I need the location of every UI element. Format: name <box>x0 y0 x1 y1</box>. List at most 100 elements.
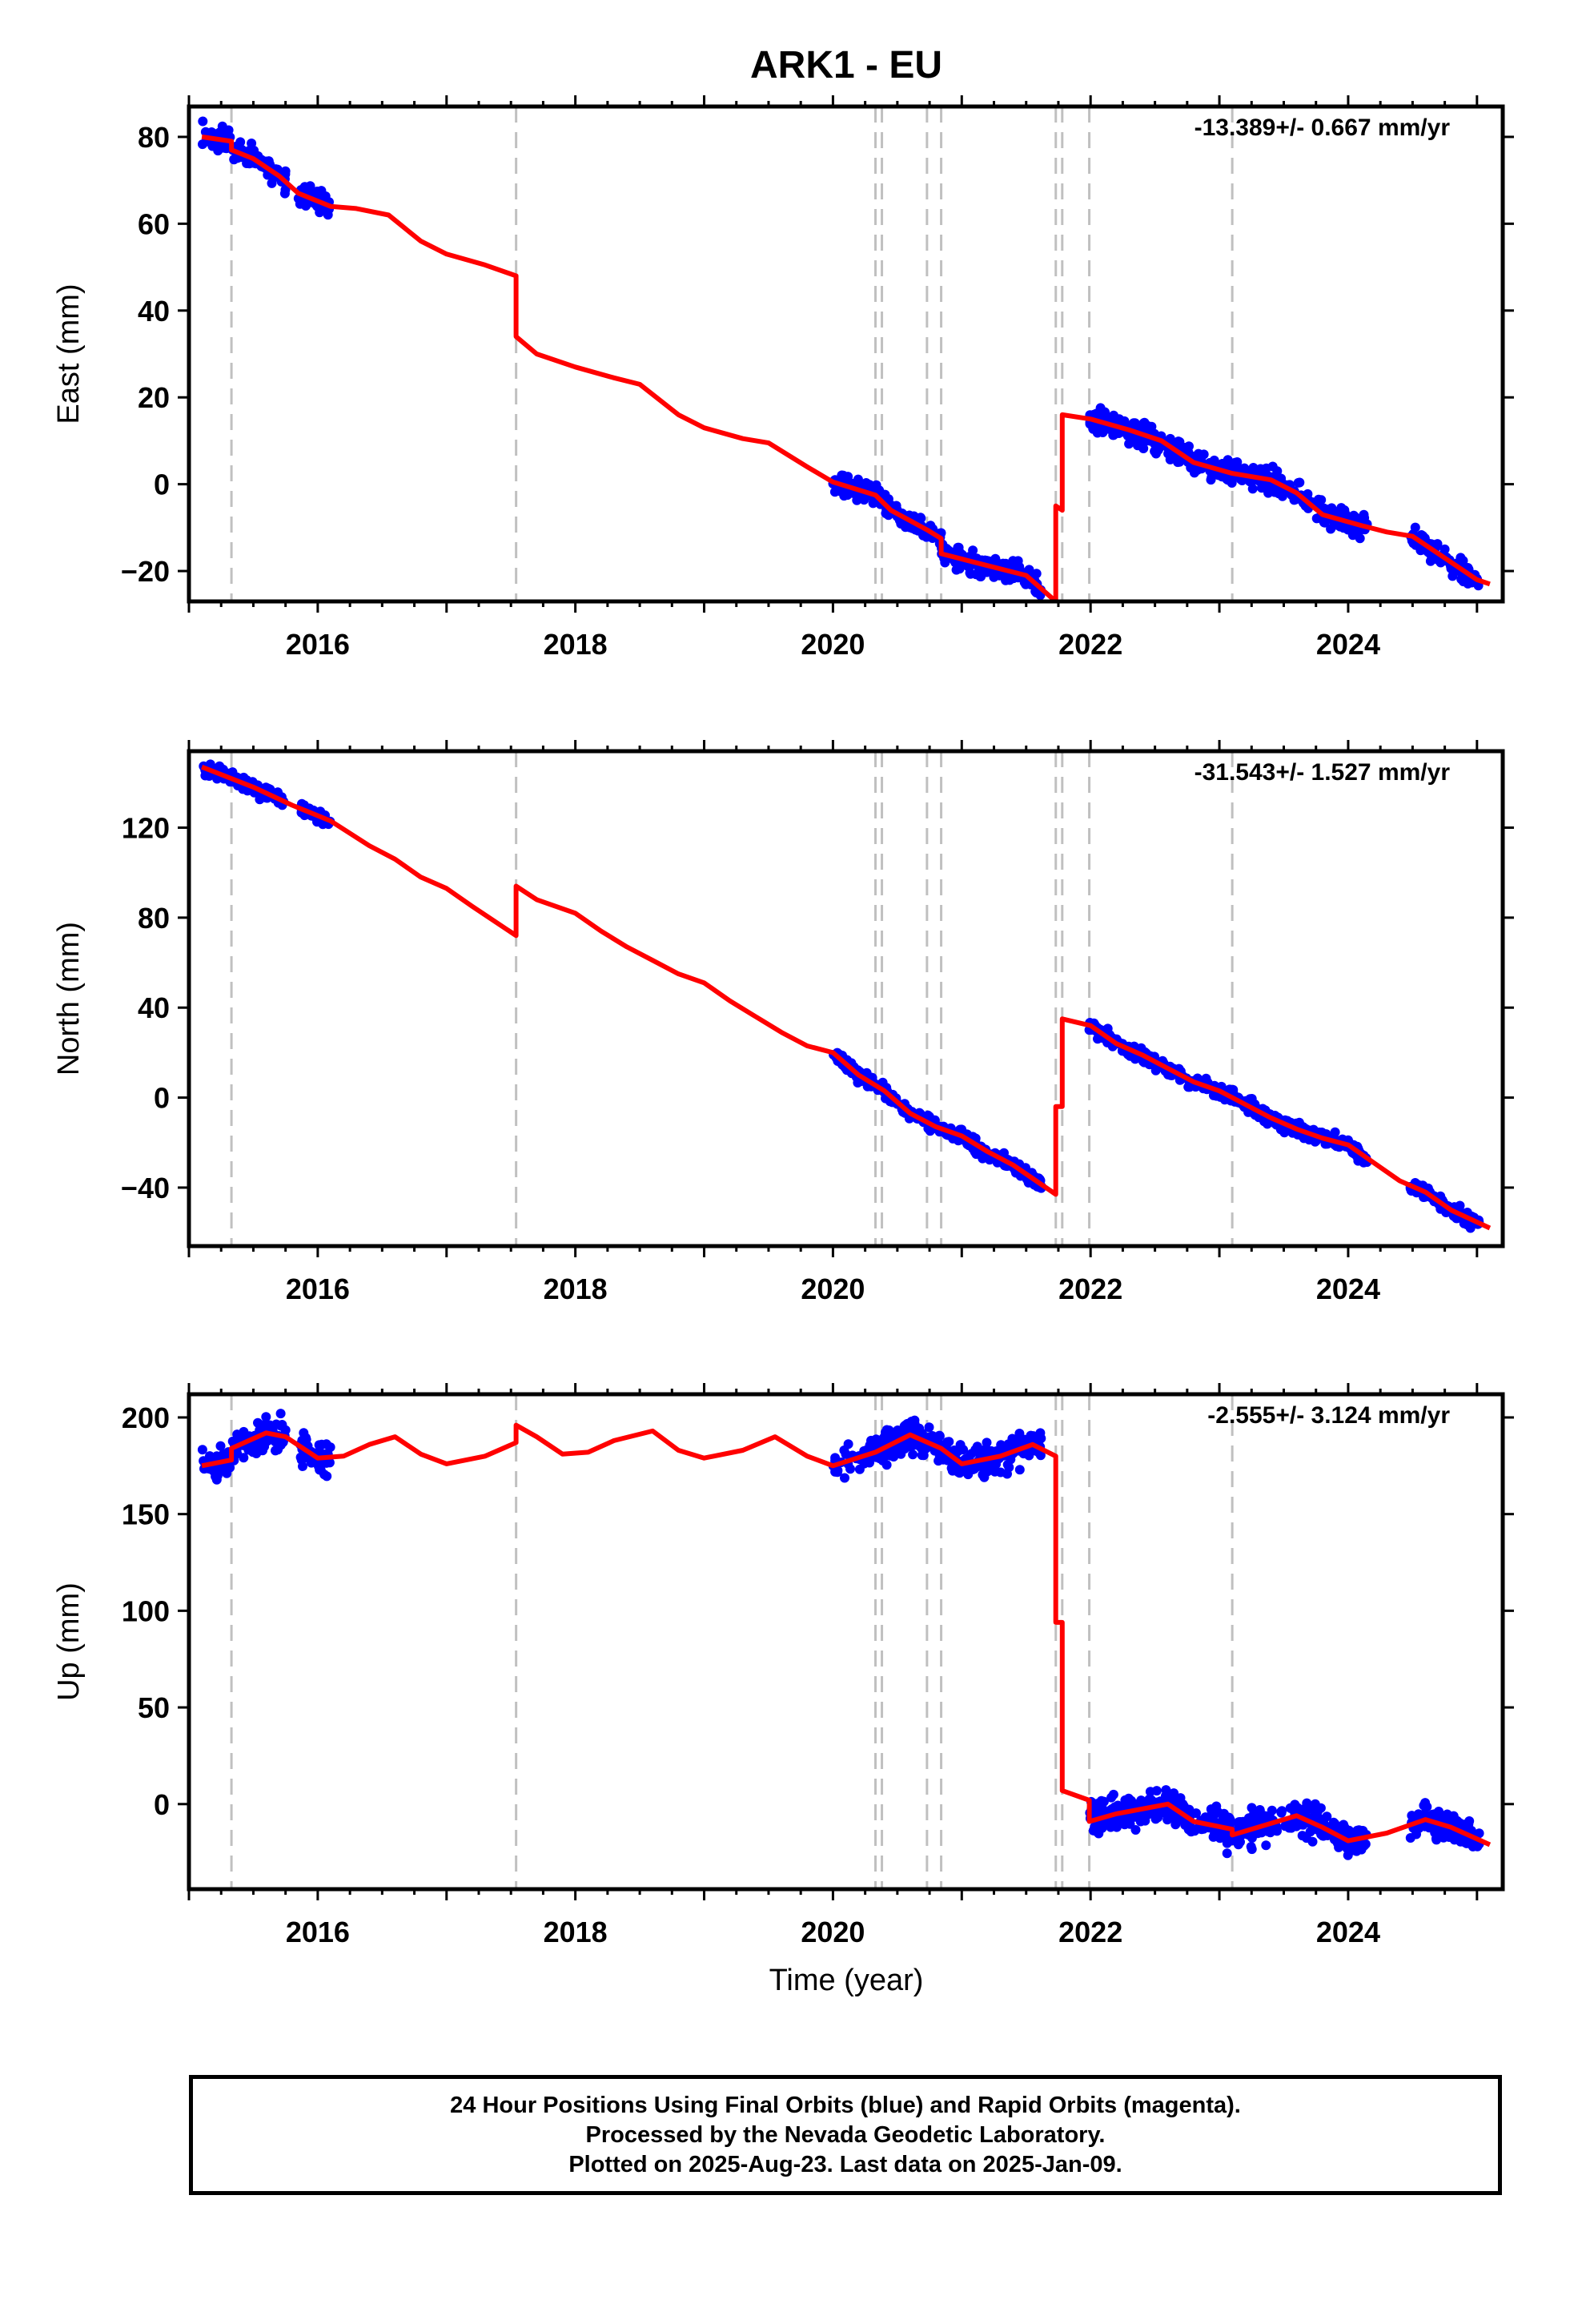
data-point <box>1014 1465 1025 1475</box>
data-point <box>965 568 975 578</box>
data-point <box>298 1462 307 1471</box>
data-point <box>947 1466 958 1476</box>
data-point <box>1000 1443 1010 1454</box>
data-point <box>1001 558 1011 569</box>
data-point <box>990 553 1001 564</box>
data-point <box>857 493 867 504</box>
east-plot-area <box>198 107 1491 601</box>
y-tick-label: −20 <box>121 555 170 588</box>
data-point <box>970 1445 981 1455</box>
data-point <box>964 1452 974 1462</box>
data-point <box>1410 522 1420 533</box>
data-point <box>1120 1795 1130 1805</box>
data-point <box>830 1453 841 1463</box>
data-point <box>1226 1815 1235 1826</box>
data-point <box>1419 1800 1429 1811</box>
y-tick-label: −40 <box>121 1172 170 1204</box>
data-point <box>982 1437 992 1448</box>
data-point <box>1315 1803 1326 1813</box>
data-point <box>871 480 881 490</box>
data-point <box>1222 1848 1232 1859</box>
data-point <box>1023 1177 1034 1188</box>
up-model-line <box>201 1422 1492 1848</box>
data-point <box>314 1461 324 1471</box>
data-point <box>1297 1831 1307 1841</box>
data-point <box>908 1449 918 1460</box>
data-point <box>1092 424 1102 435</box>
data-point <box>979 1472 990 1482</box>
data-point <box>1407 1811 1417 1821</box>
data-point <box>944 1437 954 1447</box>
data-point <box>1332 1838 1343 1848</box>
data-point <box>924 1422 934 1433</box>
y-tick-label: 150 <box>122 1498 170 1531</box>
data-point <box>1030 586 1041 597</box>
data-point <box>1474 1828 1484 1839</box>
chart-title: ARK1 - EU <box>750 44 942 86</box>
data-point <box>1432 539 1443 549</box>
east-data-points <box>198 116 1484 601</box>
north-frame <box>187 749 1505 1248</box>
x-tick-label: 2020 <box>801 1273 865 1305</box>
data-point <box>1314 1813 1324 1823</box>
data-point <box>865 1440 875 1450</box>
data-point <box>253 1417 263 1428</box>
data-point <box>923 1110 934 1120</box>
data-point <box>1238 1816 1248 1827</box>
data-point <box>1145 1787 1155 1797</box>
data-point <box>1247 1815 1257 1825</box>
up-frame <box>187 1392 1505 1892</box>
data-point <box>1351 526 1361 537</box>
data-point <box>1289 495 1299 505</box>
data-point <box>1130 1825 1141 1835</box>
data-point <box>1201 1073 1211 1084</box>
data-point <box>1247 1803 1257 1813</box>
data-point <box>842 490 853 501</box>
data-point <box>1435 1812 1445 1823</box>
north-y-axis-label: North (mm) <box>52 922 86 1076</box>
x-tick-label: 2024 <box>1316 628 1380 661</box>
north-model-line <box>201 764 1492 1231</box>
north-data-points <box>199 759 1484 1233</box>
x-axis-label: Time (year) <box>769 1964 924 1997</box>
data-point <box>1200 1812 1211 1823</box>
data-point <box>999 571 1010 581</box>
x-tick-label: 2024 <box>1316 1916 1380 1948</box>
data-point <box>1219 1808 1229 1819</box>
footer-note: 24 Hour Positions Using Final Orbits (bl… <box>189 2075 1502 2195</box>
data-point <box>235 137 246 147</box>
data-point <box>934 1431 945 1441</box>
x-tick-label: 2022 <box>1058 1273 1122 1305</box>
y-tick-label: 80 <box>138 902 170 935</box>
data-point <box>1227 460 1238 471</box>
data-point <box>1424 1823 1435 1833</box>
data-point <box>243 1445 254 1455</box>
up-plot-area <box>197 1394 1492 1889</box>
data-point <box>1263 1826 1273 1836</box>
data-point <box>1304 1803 1315 1814</box>
data-point <box>1002 1469 1012 1479</box>
data-point <box>1097 1801 1107 1811</box>
data-point <box>1448 1834 1459 1844</box>
footer-line-3: Plotted on 2025-Aug-23. Last data on 202… <box>568 2151 1122 2177</box>
data-point <box>273 1445 283 1455</box>
data-point <box>279 188 290 199</box>
north-rate-label: -31.543+/- 1.527 mm/yr <box>1195 759 1451 786</box>
data-point <box>302 199 312 209</box>
data-point <box>215 1464 226 1474</box>
data-point <box>1184 441 1194 452</box>
data-point <box>1014 1429 1025 1438</box>
x-tick-label: 2016 <box>286 1916 350 1948</box>
data-point <box>1435 557 1446 568</box>
data-point <box>958 1445 969 1455</box>
data-point <box>1183 1824 1194 1835</box>
data-point <box>271 1419 282 1429</box>
data-point <box>1246 1842 1256 1852</box>
up-y-axis-label: Up (mm) <box>52 1582 86 1701</box>
y-tick-label: 60 <box>138 207 170 240</box>
data-point <box>1295 477 1305 488</box>
data-point <box>838 470 849 480</box>
data-point <box>301 1433 311 1443</box>
data-point <box>889 1452 899 1462</box>
